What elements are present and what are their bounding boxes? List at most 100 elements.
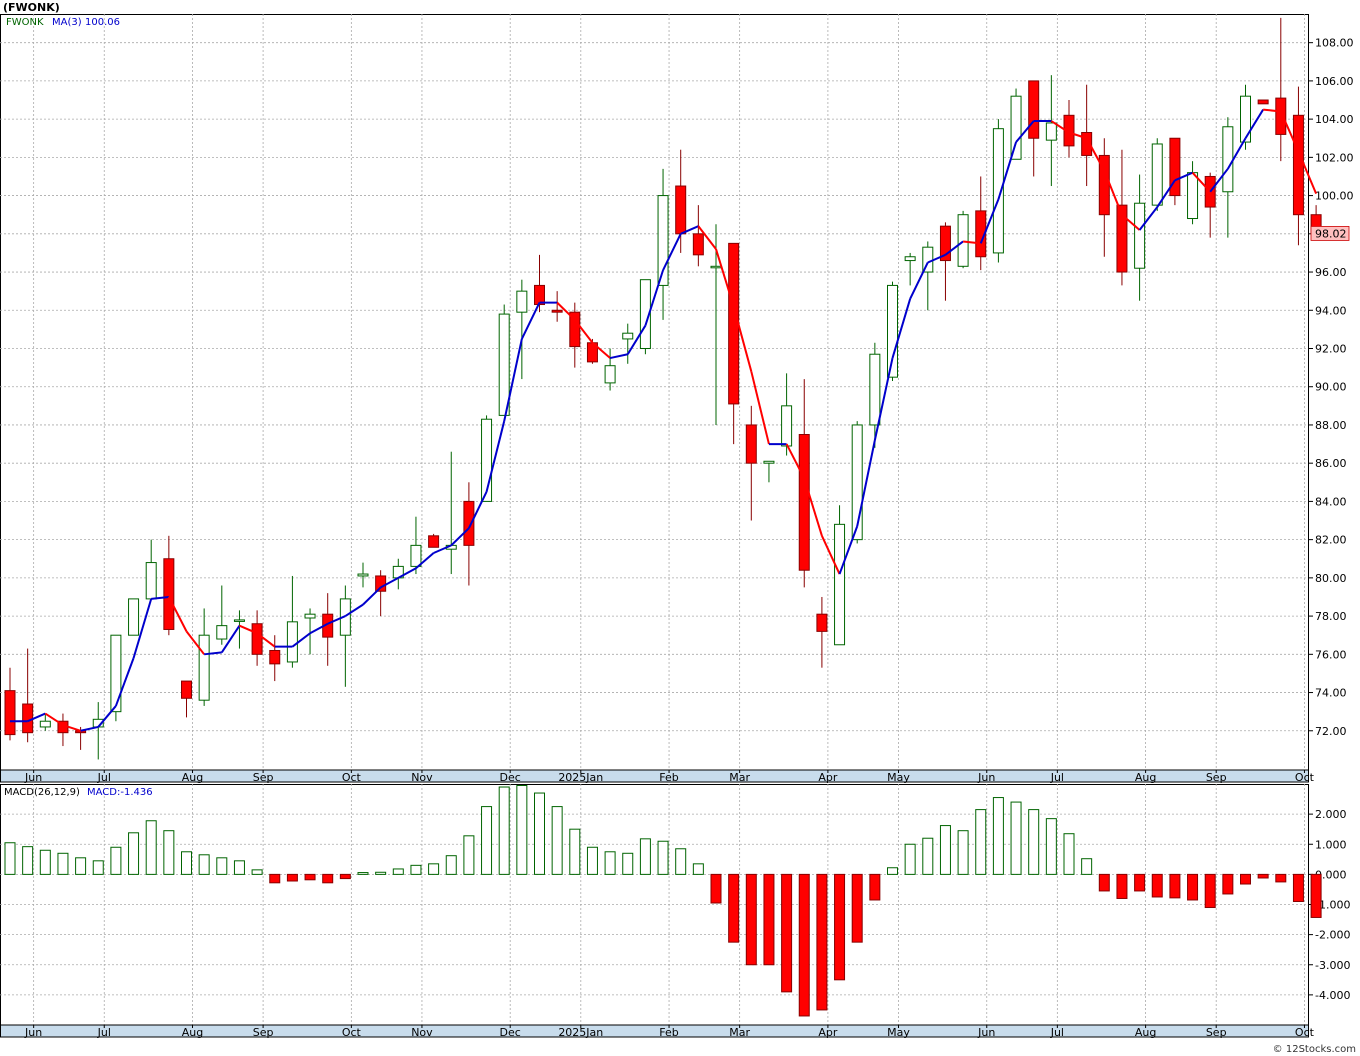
- ma-segment: [820, 535, 841, 575]
- candle-body: [110, 634, 122, 713]
- macd-bar: [1081, 858, 1093, 875]
- candle: [639, 279, 651, 355]
- last-price-label: 98.02: [1315, 227, 1347, 240]
- macd-bar: [1169, 873, 1181, 899]
- candle: [887, 281, 898, 381]
- macd-bar: [922, 837, 934, 875]
- ma-segment: [750, 371, 770, 445]
- ma-segment: [927, 253, 946, 264]
- ma-segment: [609, 353, 628, 360]
- macd-bar: [233, 860, 245, 875]
- candle: [957, 210, 969, 269]
- legend-macd-value: MACD:-1.436: [87, 787, 153, 798]
- ma-segment: [44, 712, 64, 726]
- candle-body: [569, 311, 581, 348]
- candle-body: [269, 649, 281, 665]
- candle: [816, 596, 828, 668]
- candle-body: [763, 460, 775, 464]
- y-tick-label: -1.000: [1315, 899, 1350, 912]
- y-tick-label: 82.00: [1315, 534, 1347, 547]
- macd-bar: [869, 873, 881, 901]
- candle-body: [551, 309, 563, 313]
- candle: [498, 304, 510, 416]
- candle: [834, 505, 846, 646]
- candle-body: [1010, 95, 1022, 160]
- y-tick-label: 1.000: [1315, 838, 1347, 851]
- candle: [1028, 80, 1040, 177]
- x-tick-label: Sep: [1206, 1026, 1227, 1039]
- candle: [692, 205, 704, 267]
- candle: [904, 252, 916, 286]
- ma-segment: [415, 552, 435, 570]
- macd-bar: [675, 848, 687, 875]
- x-tick-label: Nov: [411, 1026, 433, 1039]
- macd-bar: [1257, 873, 1269, 879]
- candle-body: [128, 598, 140, 636]
- macd-bar: [763, 873, 775, 966]
- candle-body: [657, 195, 669, 286]
- y-tick-label: 76.00: [1315, 648, 1347, 661]
- x-tick-label: Jul: [1050, 1026, 1064, 1039]
- candle-body: [1116, 204, 1128, 273]
- legend-ma-value: 100.06: [85, 17, 120, 28]
- x-tick-label: Sep: [253, 1026, 274, 1039]
- macd-bar: [375, 871, 387, 875]
- y-tick-label: 86.00: [1315, 457, 1347, 470]
- candle-body: [463, 500, 475, 546]
- macd-bar: [4, 842, 16, 875]
- candle-body: [198, 634, 210, 701]
- candle: [181, 680, 192, 718]
- macd-bar: [692, 863, 704, 875]
- ma-segment: [680, 225, 699, 235]
- ma-segment: [697, 225, 717, 250]
- x-tick-label: Aug: [1135, 771, 1156, 784]
- candle: [233, 610, 245, 649]
- macd-bar: [110, 846, 122, 875]
- macd-bar: [569, 828, 581, 875]
- macd-bar: [304, 873, 316, 881]
- x-tick-label: 2025Jan: [558, 771, 603, 784]
- candle: [604, 348, 616, 391]
- candle-body: [816, 613, 828, 632]
- macd-bar: [851, 873, 863, 943]
- macd-bar: [145, 820, 157, 875]
- ma-segment: [309, 622, 329, 635]
- macd-bar: [1292, 873, 1304, 902]
- x-tick-label: Oct: [1295, 771, 1315, 784]
- ma-segment: [909, 262, 929, 300]
- candle: [939, 222, 951, 301]
- candle-body: [39, 720, 51, 728]
- macd-bar: [957, 830, 969, 875]
- macd-bar: [816, 873, 828, 1011]
- ma-segment: [151, 595, 169, 600]
- candle-body: [498, 313, 510, 416]
- ma-segment: [803, 478, 823, 537]
- candle-body: [1151, 143, 1163, 206]
- ma-segment: [1068, 131, 1087, 140]
- candle: [216, 585, 228, 645]
- ma-segment: [380, 576, 399, 589]
- candle-body: [798, 434, 810, 571]
- y-tick-label: 84.00: [1315, 495, 1347, 508]
- macd-bar: [481, 806, 493, 875]
- candle: [269, 635, 281, 682]
- candle: [516, 279, 528, 380]
- candle-body: [428, 535, 440, 548]
- candle-body: [692, 233, 704, 256]
- x-tick-label: Jul: [97, 1026, 111, 1039]
- ma-segment: [732, 306, 753, 372]
- chart-title: (FWONK): [3, 1, 60, 14]
- x-tick-label: 2025Jan: [558, 1026, 603, 1039]
- candle-body: [1081, 132, 1093, 156]
- macd-bar: [992, 797, 1004, 875]
- x-tick-label: Aug: [1135, 1026, 1156, 1039]
- candle-body: [481, 418, 493, 502]
- macd-legend: MACD(26,12,9) MACD:-1.436: [4, 787, 153, 798]
- candle: [1275, 17, 1287, 162]
- candle: [992, 119, 1004, 263]
- candle-body: [710, 265, 722, 269]
- ma-segment: [520, 302, 541, 340]
- candle: [657, 168, 669, 320]
- x-tick-label: Sep: [1206, 771, 1227, 784]
- candle: [251, 610, 263, 666]
